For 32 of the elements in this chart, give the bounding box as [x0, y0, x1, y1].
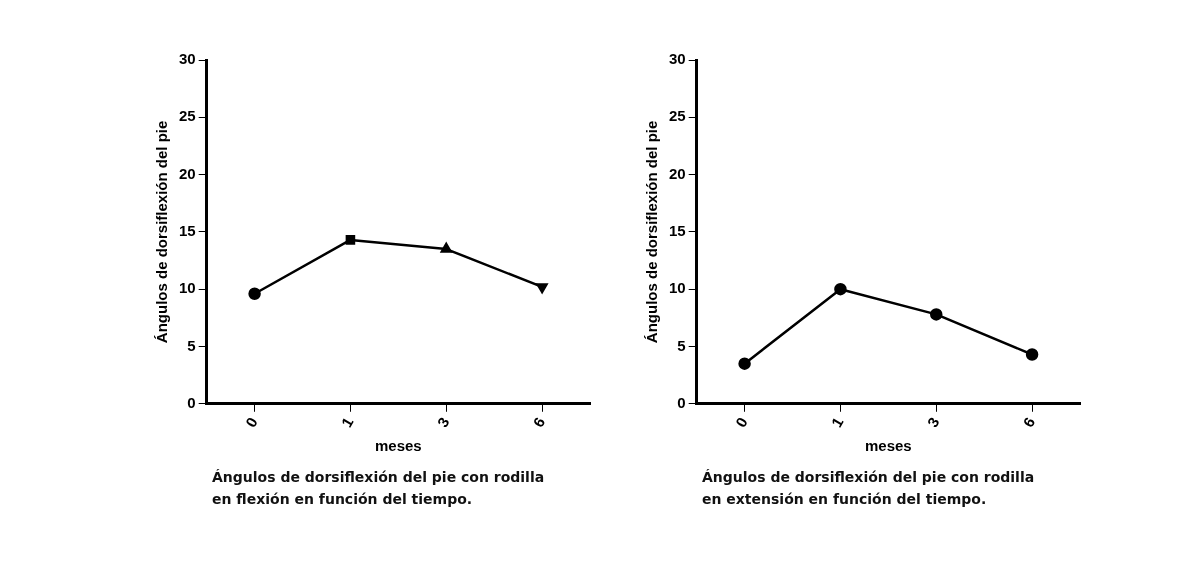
y-tick-label: 0 — [187, 393, 196, 411]
point — [930, 308, 943, 321]
x-tick-label: 3 — [433, 414, 453, 431]
y-tick-label: 0 — [677, 393, 686, 411]
x-tick-label: 6 — [529, 414, 549, 431]
y-tick-label: 10 — [669, 279, 686, 297]
text: Ángulos de dorsiflexión del pie con rodilla en extensión en función del tiempo. — [702, 468, 1036, 509]
y-tick-label: 25 — [669, 107, 686, 125]
x-axis-title: meses — [864, 437, 912, 455]
y-tick-label: 30 — [179, 50, 196, 68]
x-axis-title: meses — [374, 437, 422, 455]
x-tick-label: 1 — [827, 414, 847, 431]
y-tick-label: 25 — [179, 107, 196, 125]
x-tick-label: 0 — [731, 414, 751, 431]
y-axis-title: Ángulos de dorsiflexión del pie — [153, 120, 171, 344]
y-tick-label: 5 — [187, 336, 196, 354]
x-tick-label: 1 — [337, 414, 357, 431]
y-tick-label: 20 — [179, 164, 196, 182]
y-tick-label: 15 — [179, 222, 196, 240]
x-tick-label: 3 — [923, 414, 943, 431]
y-tick-label: 10 — [179, 279, 196, 297]
point — [1025, 348, 1039, 361]
y-tick-label: 5 — [677, 336, 686, 354]
x-tick-label: 0 — [241, 414, 261, 431]
y-axis-title: Ángulos de dorsiflexión del pie — [643, 120, 661, 344]
point — [738, 357, 751, 370]
x-tick-label: 6 — [1019, 414, 1039, 431]
y-tick-label: 15 — [669, 222, 686, 240]
point — [834, 282, 847, 296]
y-tick-label: 20 — [669, 164, 686, 182]
text: Ángulos de dorsiflexión del pie con rodilla en flexión en función del tiempo. — [212, 468, 546, 509]
y-tick-label: 30 — [669, 50, 686, 68]
